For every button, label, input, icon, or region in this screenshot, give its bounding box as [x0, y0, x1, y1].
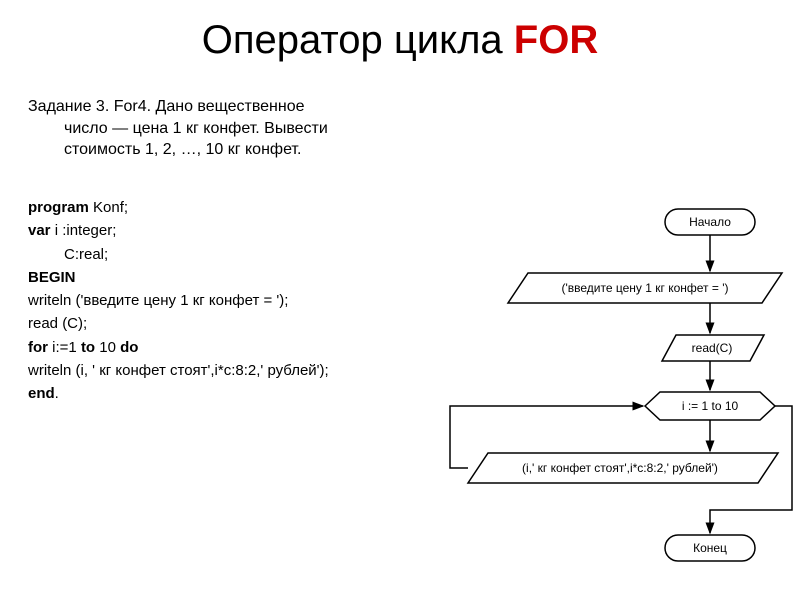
kw-do: do — [120, 339, 138, 356]
kw-var: var — [28, 222, 51, 239]
node-io2-label: read(C) — [692, 341, 733, 355]
node-end-label: Конец — [693, 541, 727, 555]
node-io3-label: (i,' кг конфет стоят',i*c:8:2,' рублей') — [522, 461, 718, 475]
flowchart: Начало ('введите цену 1 кг конфет = ') r… — [420, 200, 800, 580]
kw-begin: BEGIN — [28, 269, 76, 286]
kw-program: program — [28, 199, 89, 216]
slide-title: Оператор цикла FOR — [0, 18, 800, 63]
node-start-label: Начало — [689, 215, 731, 229]
node-io1-label: ('введите цену 1 кг конфет = ') — [561, 281, 728, 295]
code-l3: C:real; — [28, 243, 108, 266]
code-l1: Konf; — [89, 199, 128, 216]
code-l7b: i:=1 — [48, 339, 81, 356]
node-loop-label: i := 1 to 10 — [682, 399, 739, 413]
code-block: program Konf; var i :integer; C:real; BE… — [28, 196, 428, 405]
code-l6: read (C); — [28, 315, 87, 332]
title-accent: FOR — [514, 18, 598, 62]
code-l5: writeln ('введите цену 1 кг конфет = '); — [28, 292, 288, 309]
code-l7d: 10 — [95, 339, 120, 356]
kw-end: end — [28, 385, 55, 402]
kw-for: for — [28, 339, 48, 356]
title-text: Оператор цикла — [202, 18, 514, 62]
task-line3: стоимость 1, 2, …, 10 кг конфет. — [28, 139, 388, 161]
task-line1: Задание 3. For4. Дано вещественное — [28, 98, 305, 115]
task-text: Задание 3. For4. Дано вещественное число… — [28, 96, 388, 161]
kw-to: to — [81, 339, 95, 356]
code-l8: writeln (i, ' кг конфет стоят',i*c:8:2,'… — [28, 362, 329, 379]
task-line2: число — цена 1 кг конфет. Вывести — [28, 118, 388, 140]
code-l2: i :integer; — [51, 222, 117, 239]
